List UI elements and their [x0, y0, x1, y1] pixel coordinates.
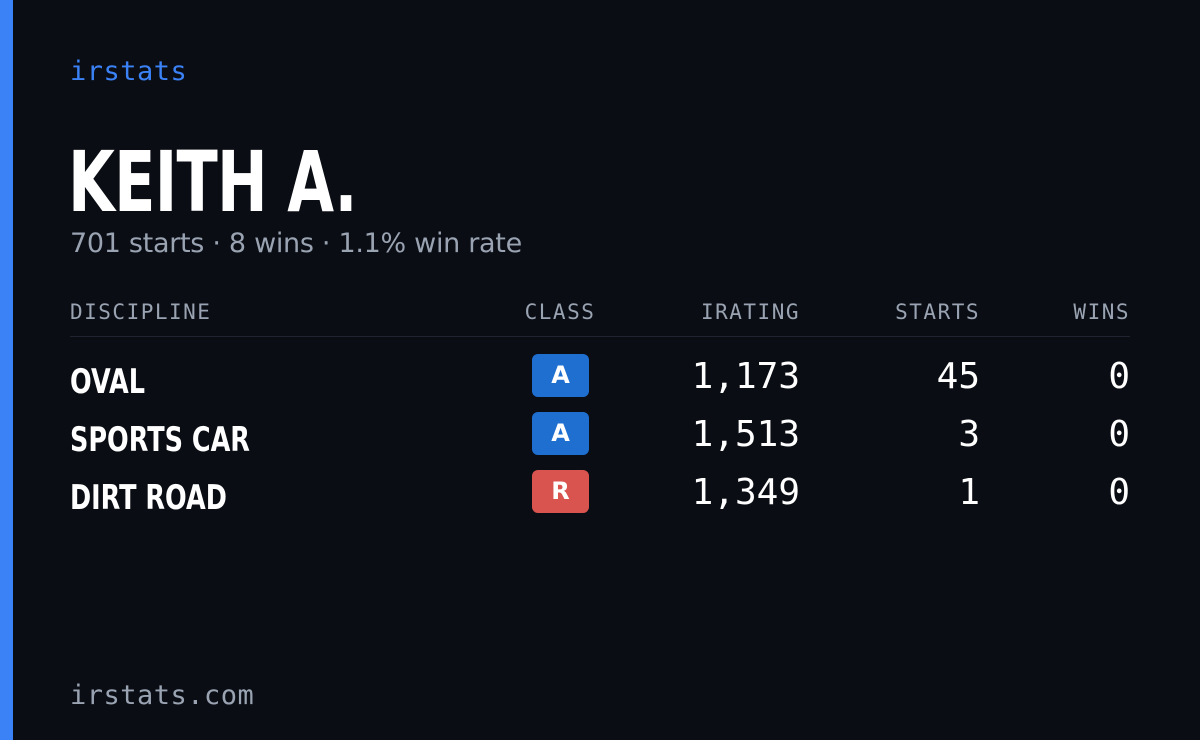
- header-wins: WINS: [1073, 300, 1130, 324]
- discipline-name: SPORTS CAR: [70, 420, 250, 460]
- footer-url: irstats.com: [70, 680, 255, 711]
- starts-value: 3: [958, 414, 980, 455]
- player-name: KEITH A.: [68, 133, 357, 231]
- header-divider: [70, 336, 1130, 337]
- discipline-name: DIRT ROAD: [70, 478, 227, 518]
- irating-value: 1,349: [691, 472, 800, 513]
- wins-value: 0: [1108, 472, 1130, 513]
- table-row-sports-car: SPORTS CAR A 1,513 3 0: [0, 410, 1200, 468]
- header-irating: IRATING: [700, 300, 800, 324]
- starts-value: 45: [936, 356, 980, 397]
- discipline-name: OVAL: [70, 362, 145, 402]
- license-class-badge: R: [532, 470, 589, 513]
- irating-value: 1,173: [691, 356, 800, 397]
- table-row-oval: OVAL A 1,173 45 0: [0, 352, 1200, 410]
- accent-bar: [0, 0, 13, 740]
- header-discipline: DISCIPLINE: [70, 300, 212, 324]
- brand-logo: irstats: [70, 56, 188, 87]
- wins-value: 0: [1108, 414, 1130, 455]
- table-row-dirt-road: DIRT ROAD R 1,349 1 0: [0, 468, 1200, 526]
- header-starts: STARTS: [895, 300, 980, 324]
- wins-value: 0: [1108, 356, 1130, 397]
- starts-value: 1: [958, 472, 980, 513]
- header-class: CLASS: [524, 300, 596, 324]
- license-class-badge: A: [532, 354, 589, 397]
- license-class-badge: A: [532, 412, 589, 455]
- irating-value: 1,513: [691, 414, 800, 455]
- player-summary: 701 starts · 8 wins · 1.1% win rate: [70, 228, 522, 259]
